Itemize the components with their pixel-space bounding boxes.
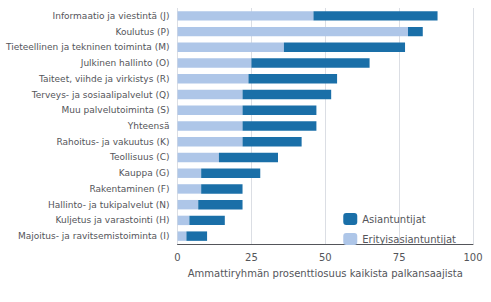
svg-text:Kauppa (G): Kauppa (G) <box>119 168 170 178</box>
svg-text:Asiantuntijat: Asiantuntijat <box>362 214 425 225</box>
svg-text:Julkinen hallinto (O): Julkinen hallinto (O) <box>80 58 170 68</box>
svg-text:Rakentaminen (F): Rakentaminen (F) <box>90 184 170 194</box>
svg-text:Ammattiryhmän prosenttiosuus k: Ammattiryhmän prosenttiosuus kaikista pa… <box>188 268 463 279</box>
svg-text:25: 25 <box>245 252 258 263</box>
svg-text:Erityisasiantuntijat: Erityisasiantuntijat <box>362 234 456 245</box>
svg-text:Kuljetus ja varastointi (H): Kuljetus ja varastointi (H) <box>56 215 170 225</box>
svg-text:Majoitus- ja ravitsemistoimint: Majoitus- ja ravitsemistoiminta (I) <box>18 231 170 241</box>
svg-text:Informaatio ja viestintä (J): Informaatio ja viestintä (J) <box>53 11 170 21</box>
svg-text:50: 50 <box>319 252 332 263</box>
svg-text:0: 0 <box>174 252 180 263</box>
svg-text:Muu palvelutoiminta (S): Muu palvelutoiminta (S) <box>62 105 170 115</box>
svg-text:Rahoitus- ja vakuutus (K): Rahoitus- ja vakuutus (K) <box>56 137 169 147</box>
svg-text:Taiteet, viihde ja virkistys (: Taiteet, viihde ja virkistys (R) <box>38 74 170 84</box>
svg-text:Koulutus (P): Koulutus (P) <box>115 27 169 37</box>
svg-text:Hallinto- ja tukipalvelut (N): Hallinto- ja tukipalvelut (N) <box>48 200 170 210</box>
svg-text:Teollisuus (C): Teollisuus (C) <box>109 152 169 162</box>
svg-text:Yhteensä: Yhteensä <box>127 121 170 131</box>
svg-text:Tieteellinen ja tekninen toimi: Tieteellinen ja tekninen toiminta (M) <box>5 42 170 52</box>
svg-text:Terveys- ja sosiaalipalvelut (: Terveys- ja sosiaalipalvelut (Q) <box>31 90 170 100</box>
svg-text:100: 100 <box>463 252 482 263</box>
svg-text:75: 75 <box>393 252 406 263</box>
